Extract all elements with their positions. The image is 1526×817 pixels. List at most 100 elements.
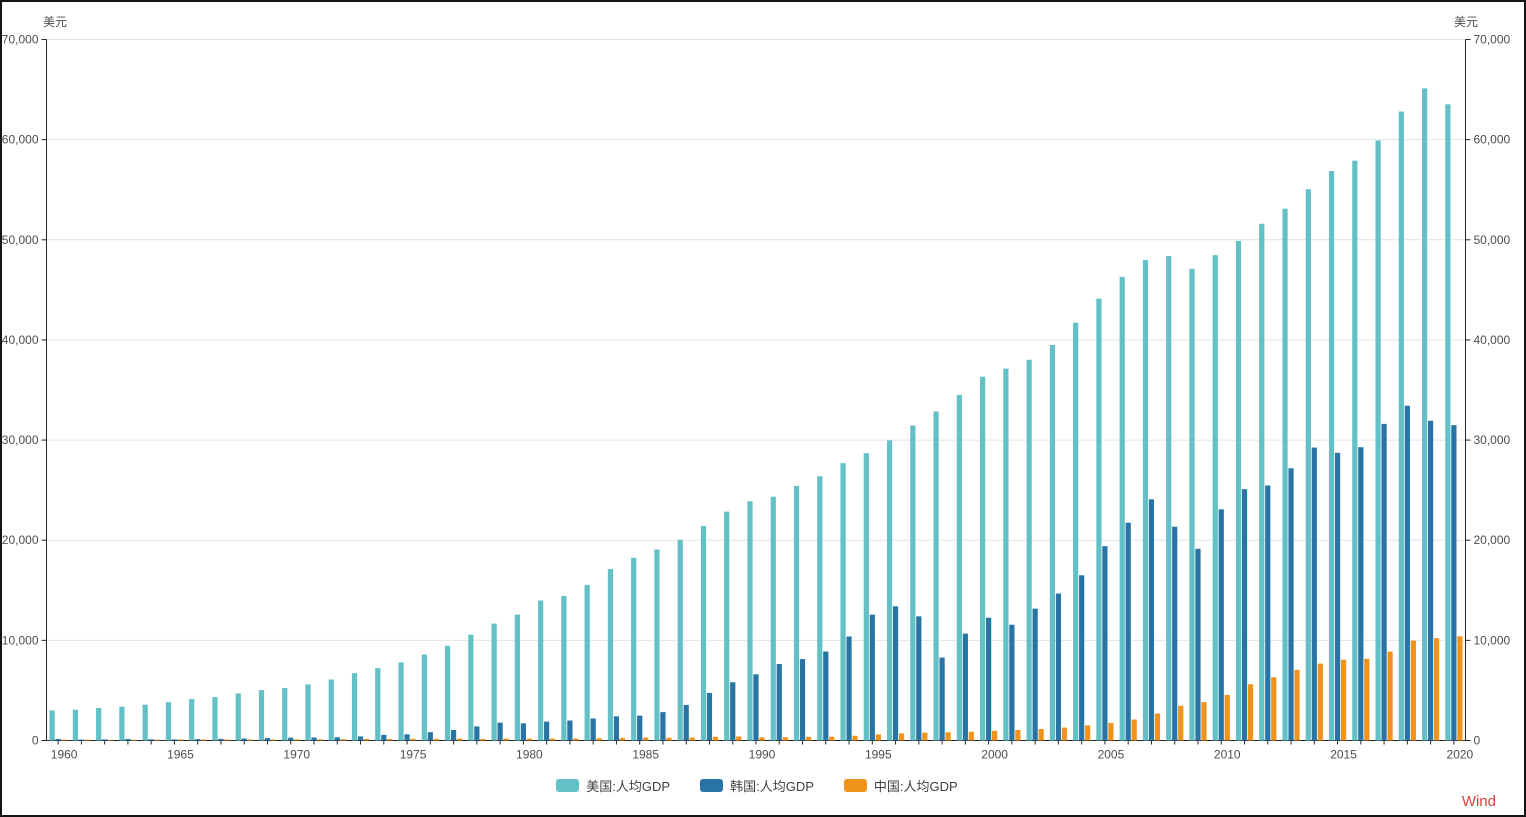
bar-2019-series2 — [1434, 638, 1440, 741]
bar-2007-series1 — [1148, 499, 1155, 741]
bar-1995-series2 — [875, 734, 881, 741]
bar-1964-series1 — [148, 739, 154, 741]
bar-1979-series0 — [491, 623, 497, 741]
bar-1994-series2 — [852, 735, 858, 741]
legend-item-korea[interactable]: 韩国:人均GDP — [700, 776, 814, 795]
bar-2008-series2 — [1178, 705, 1184, 741]
legend-label-china: 中国:人均GDP — [873, 779, 958, 794]
bar-1993-series2 — [829, 736, 835, 741]
bar-2019-series1 — [1428, 420, 1434, 741]
bar-1984-series0 — [607, 569, 614, 741]
bar-2005-series2 — [1108, 722, 1114, 741]
bar-2003-series2 — [1061, 727, 1068, 741]
bar-1971-series2 — [317, 739, 323, 741]
bar-2003-series0 — [1049, 344, 1056, 741]
bar-1996-series0 — [886, 440, 893, 741]
bar-1989-series2 — [736, 736, 742, 741]
bar-1995-series0 — [863, 453, 869, 741]
bar-1975-series0 — [398, 662, 404, 741]
bar-1984-series1 — [613, 716, 620, 741]
bar-1990-series0 — [747, 501, 753, 741]
data-source-watermark: Wind — [1461, 793, 1496, 810]
bar-1976-series1 — [427, 732, 433, 741]
bar-1978-series1 — [474, 726, 480, 741]
bar-2002-series0 — [1026, 359, 1032, 741]
bar-1967-series2 — [224, 739, 230, 741]
bar-2013-series0 — [1282, 208, 1288, 741]
bar-1966-series1 — [195, 739, 201, 741]
bar-2012-series1 — [1265, 485, 1271, 741]
right-axis-unit-label: 美元 — [1454, 15, 1479, 29]
svg-text:10,000: 10,000 — [1474, 633, 1511, 647]
bar-2001-series2 — [1015, 729, 1021, 741]
svg-text:1985: 1985 — [632, 748, 659, 762]
bar-1973-series0 — [351, 673, 358, 741]
bar-1968-series0 — [235, 693, 241, 741]
bar-1983-series2 — [596, 738, 602, 741]
svg-text:1980: 1980 — [516, 748, 543, 762]
bar-1988-series2 — [712, 736, 719, 741]
bar-1968-series2 — [247, 739, 253, 741]
bar-2011-series1 — [1241, 489, 1248, 741]
bar-1993-series0 — [817, 476, 823, 741]
bar-1991-series0 — [770, 496, 776, 741]
bar-1970-series1 — [288, 737, 294, 741]
bar-1997-series0 — [910, 425, 916, 741]
bar-2020-series1 — [1451, 425, 1457, 741]
bar-1970-series2 — [294, 739, 300, 741]
bar-1962-series2 — [108, 739, 114, 741]
bar-2009-series2 — [1201, 702, 1207, 741]
bar-1961-series0 — [72, 709, 78, 741]
bar-1988-series1 — [706, 692, 713, 741]
bar-1987-series1 — [683, 704, 689, 741]
bar-1981-series2 — [550, 738, 556, 741]
bar-1980-series1 — [520, 723, 526, 741]
bar-2005-series0 — [1096, 298, 1102, 741]
bar-1988-series0 — [700, 526, 707, 741]
bar-1974-series2 — [387, 738, 393, 741]
svg-text:2000: 2000 — [981, 748, 1008, 762]
svg-text:40,000: 40,000 — [1474, 333, 1511, 347]
bar-2002-series2 — [1038, 728, 1044, 741]
bar-1973-series2 — [363, 738, 370, 741]
bar-1969-series1 — [264, 738, 271, 741]
bar-2008-series0 — [1166, 255, 1172, 741]
bar-1964-series0 — [142, 704, 148, 741]
bar-2018-series2 — [1410, 640, 1416, 741]
bar-2012-series2 — [1271, 677, 1277, 741]
bar-2016-series1 — [1358, 447, 1364, 741]
bar-2014-series1 — [1311, 447, 1317, 741]
bar-2006-series2 — [1131, 719, 1137, 741]
bar-1963-series1 — [125, 739, 131, 741]
legend-item-usa[interactable]: 美国:人均GDP — [556, 776, 670, 795]
svg-text:1965: 1965 — [167, 748, 194, 762]
bar-1986-series1 — [660, 712, 666, 741]
svg-text:2010: 2010 — [1214, 748, 1241, 762]
bar-1967-series1 — [218, 738, 224, 741]
bar-1965-series2 — [177, 739, 184, 741]
bar-1989-series1 — [730, 682, 736, 741]
bar-1983-series1 — [590, 718, 596, 741]
bar-1998-series1 — [939, 657, 945, 741]
bar-2019-series0 — [1422, 88, 1428, 741]
bar-1987-series0 — [677, 539, 683, 741]
bar-1994-series0 — [840, 463, 846, 741]
legend: 美国:人均GDP 韩国:人均GDP 中国:人均GDP — [2, 776, 1512, 795]
bar-1997-series2 — [922, 732, 928, 741]
bar-1995-series1 — [869, 614, 875, 741]
bar-1986-series2 — [666, 737, 672, 741]
bar-2010-series2 — [1224, 694, 1230, 741]
legend-item-china[interactable]: 中国:人均GDP — [843, 776, 958, 795]
bar-2006-series1 — [1125, 522, 1131, 741]
bar-1978-series2 — [480, 738, 486, 741]
bar-2016-series2 — [1364, 658, 1370, 741]
bar-1990-series2 — [759, 737, 765, 741]
legend-swatch-usa — [556, 779, 580, 792]
svg-text:60,000: 60,000 — [1474, 133, 1511, 147]
bar-1993-series1 — [823, 651, 829, 741]
bar-2010-series0 — [1212, 255, 1218, 741]
bar-1981-series0 — [538, 600, 544, 741]
bar-1981-series1 — [544, 721, 550, 741]
